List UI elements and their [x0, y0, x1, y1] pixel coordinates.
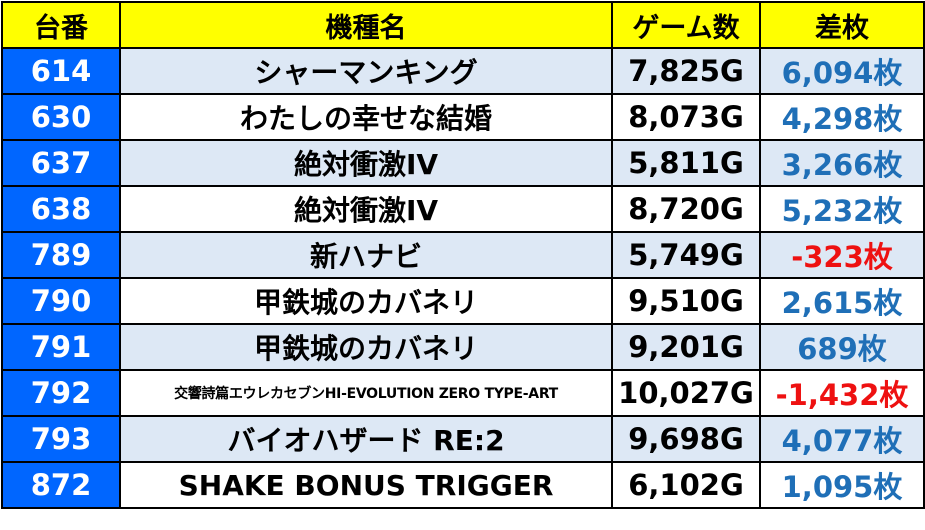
game-count: 9,201G	[611, 323, 761, 371]
machine-number: 793	[1, 415, 121, 463]
results-table: 台番 機種名 ゲーム数 差枚 614 シャーマンキング 7,825G 6,094…	[1, 1, 925, 509]
table-row: 790 甲鉄城のカバネリ 9,510G 2,615枚	[1, 277, 925, 325]
machine-number: 630	[1, 93, 121, 141]
game-count: 9,698G	[611, 415, 761, 463]
machine-number: 790	[1, 277, 121, 325]
machine-number: 638	[1, 185, 121, 233]
machine-name: 絶対衝激IV	[119, 185, 613, 233]
game-count: 8,720G	[611, 185, 761, 233]
medal-difference: 1,095枚	[759, 461, 925, 509]
game-count: 5,749G	[611, 231, 761, 279]
table-row: 637 絶対衝激IV 5,811G 3,266枚	[1, 139, 925, 187]
medal-difference: 689枚	[759, 323, 925, 371]
medal-difference: -1,432枚	[759, 369, 925, 417]
machine-number: 637	[1, 139, 121, 187]
table-row: 793 バイオハザード RE:2 9,698G 4,077枚	[1, 415, 925, 463]
table-body: 614 シャーマンキング 7,825G 6,094枚 630 わたしの幸せな結婚…	[1, 47, 925, 509]
machine-name: 甲鉄城のカバネリ	[119, 277, 613, 325]
header-machine-number: 台番	[1, 1, 121, 49]
table-row: 789 新ハナビ 5,749G -323枚	[1, 231, 925, 279]
game-count: 9,510G	[611, 277, 761, 325]
machine-number: 791	[1, 323, 121, 371]
table-row: 791 甲鉄城のカバネリ 9,201G 689枚	[1, 323, 925, 371]
medal-difference: 6,094枚	[759, 47, 925, 95]
machine-name: 交響詩篇エウレカセブンHI-EVOLUTION ZERO TYPE-ART	[119, 369, 613, 417]
medal-difference: 4,298枚	[759, 93, 925, 141]
machine-name: シャーマンキング	[119, 47, 613, 95]
header-medal-difference: 差枚	[759, 1, 925, 49]
table-row: 792 交響詩篇エウレカセブンHI-EVOLUTION ZERO TYPE-AR…	[1, 369, 925, 417]
table-row: 630 わたしの幸せな結婚 8,073G 4,298枚	[1, 93, 925, 141]
medal-difference: 4,077枚	[759, 415, 925, 463]
machine-number: 614	[1, 47, 121, 95]
header-machine-name: 機種名	[119, 1, 613, 49]
medal-difference: 5,232枚	[759, 185, 925, 233]
machine-name: 新ハナビ	[119, 231, 613, 279]
machine-name: SHAKE BONUS TRIGGER	[119, 461, 613, 509]
medal-difference: -323枚	[759, 231, 925, 279]
machine-name: バイオハザード RE:2	[119, 415, 613, 463]
machine-number: 792	[1, 369, 121, 417]
medal-difference: 2,615枚	[759, 277, 925, 325]
machine-name: 絶対衝激IV	[119, 139, 613, 187]
table-row: 614 シャーマンキング 7,825G 6,094枚	[1, 47, 925, 95]
header-game-count: ゲーム数	[611, 1, 761, 49]
game-count: 7,825G	[611, 47, 761, 95]
table-header: 台番 機種名 ゲーム数 差枚	[1, 1, 925, 49]
table-row: 638 絶対衝激IV 8,720G 5,232枚	[1, 185, 925, 233]
table-row: 872 SHAKE BONUS TRIGGER 6,102G 1,095枚	[1, 461, 925, 509]
machine-number: 789	[1, 231, 121, 279]
medal-difference: 3,266枚	[759, 139, 925, 187]
game-count: 5,811G	[611, 139, 761, 187]
header-row: 台番 機種名 ゲーム数 差枚	[1, 1, 925, 49]
machine-number: 872	[1, 461, 121, 509]
game-count: 6,102G	[611, 461, 761, 509]
game-count: 8,073G	[611, 93, 761, 141]
game-count: 10,027G	[611, 369, 761, 417]
machine-name: わたしの幸せな結婚	[119, 93, 613, 141]
machine-name: 甲鉄城のカバネリ	[119, 323, 613, 371]
